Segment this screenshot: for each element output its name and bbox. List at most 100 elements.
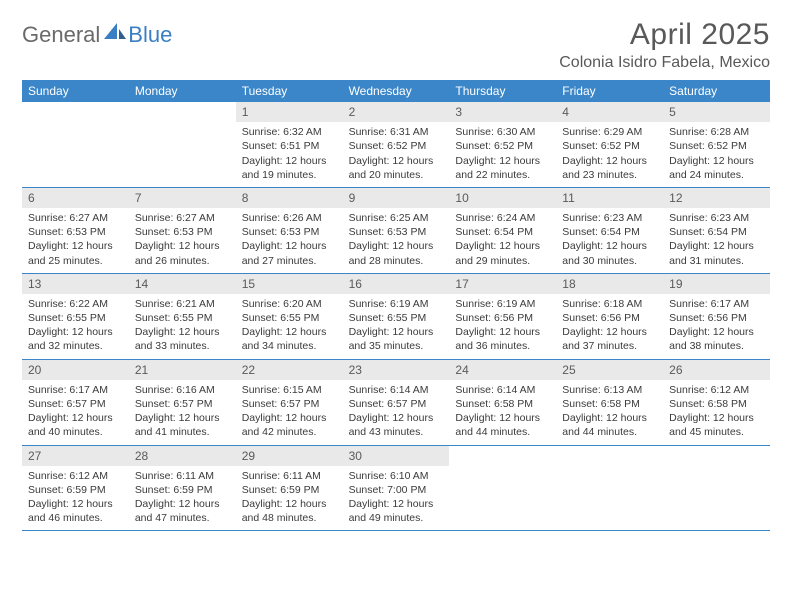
- sunset-line: Sunset: 6:59 PM: [135, 483, 230, 497]
- sunset-line: Sunset: 6:57 PM: [135, 397, 230, 411]
- sunset-line: Sunset: 6:53 PM: [349, 225, 444, 239]
- calendar-day: 6 Sunrise: 6:27 AMSunset: 6:53 PMDaylight…: [22, 188, 129, 273]
- title-block: April 2025 Colonia Isidro Fabela, Mexico: [559, 18, 770, 72]
- daylight-line: Daylight: 12 hours and 31 minutes.: [669, 239, 764, 267]
- logo-sail-icon: [104, 23, 126, 48]
- sunset-line: Sunset: 6:57 PM: [242, 397, 337, 411]
- day-number: 1: [236, 102, 343, 122]
- day-details: Sunrise: 6:26 AMSunset: 6:53 PMDaylight:…: [236, 208, 343, 273]
- sunset-line: Sunset: 6:57 PM: [28, 397, 123, 411]
- day-details: Sunrise: 6:10 AMSunset: 7:00 PMDaylight:…: [343, 466, 450, 531]
- calendar-day: 12Sunrise: 6:23 AMSunset: 6:54 PMDayligh…: [663, 188, 770, 273]
- calendar-day: 20Sunrise: 6:17 AMSunset: 6:57 PMDayligh…: [22, 360, 129, 445]
- calendar-week: 13Sunrise: 6:22 AMSunset: 6:55 PMDayligh…: [22, 274, 770, 360]
- day-number: 23: [343, 360, 450, 380]
- day-number: 29: [236, 446, 343, 466]
- calendar-day: 10Sunrise: 6:24 AMSunset: 6:54 PMDayligh…: [449, 188, 556, 273]
- day-number: 10: [449, 188, 556, 208]
- sunset-line: Sunset: 6:54 PM: [669, 225, 764, 239]
- daylight-line: Daylight: 12 hours and 38 minutes.: [669, 325, 764, 353]
- sunset-line: Sunset: 6:51 PM: [242, 139, 337, 153]
- day-number: 30: [343, 446, 450, 466]
- sunrise-line: Sunrise: 6:24 AM: [455, 211, 550, 225]
- calendar-day: 29Sunrise: 6:11 AMSunset: 6:59 PMDayligh…: [236, 446, 343, 531]
- day-number: 8: [236, 188, 343, 208]
- sunrise-line: Sunrise: 6:27 AM: [135, 211, 230, 225]
- day-details: Sunrise: 6:17 AMSunset: 6:56 PMDaylight:…: [663, 294, 770, 359]
- sunrise-line: Sunrise: 6:15 AM: [242, 383, 337, 397]
- day-number: 5: [663, 102, 770, 122]
- calendar-week: 001Sunrise: 6:32 AMSunset: 6:51 PMDaylig…: [22, 102, 770, 188]
- sunrise-line: Sunrise: 6:27 AM: [28, 211, 123, 225]
- logo: General Blue: [22, 22, 172, 48]
- sunset-line: Sunset: 6:52 PM: [349, 139, 444, 153]
- sunrise-line: Sunrise: 6:11 AM: [135, 469, 230, 483]
- logo-text-blue: Blue: [128, 22, 172, 48]
- day-details: Sunrise: 6:16 AMSunset: 6:57 PMDaylight:…: [129, 380, 236, 445]
- day-details: Sunrise: 6:14 AMSunset: 6:58 PMDaylight:…: [449, 380, 556, 445]
- sunrise-line: Sunrise: 6:16 AM: [135, 383, 230, 397]
- daylight-line: Daylight: 12 hours and 34 minutes.: [242, 325, 337, 353]
- sunset-line: Sunset: 6:59 PM: [28, 483, 123, 497]
- calendar-day: 11Sunrise: 6:23 AMSunset: 6:54 PMDayligh…: [556, 188, 663, 273]
- day-details: Sunrise: 6:28 AMSunset: 6:52 PMDaylight:…: [663, 122, 770, 187]
- sunset-line: Sunset: 6:55 PM: [28, 311, 123, 325]
- sunrise-line: Sunrise: 6:28 AM: [669, 125, 764, 139]
- day-number: 6: [22, 188, 129, 208]
- sunset-line: Sunset: 6:53 PM: [242, 225, 337, 239]
- location-label: Colonia Isidro Fabela, Mexico: [559, 54, 770, 72]
- calendar-day: 1Sunrise: 6:32 AMSunset: 6:51 PMDaylight…: [236, 102, 343, 187]
- calendar-day: 23Sunrise: 6:14 AMSunset: 6:57 PMDayligh…: [343, 360, 450, 445]
- calendar-day: 26Sunrise: 6:12 AMSunset: 6:58 PMDayligh…: [663, 360, 770, 445]
- day-number: 19: [663, 274, 770, 294]
- daylight-line: Daylight: 12 hours and 32 minutes.: [28, 325, 123, 353]
- daylight-line: Daylight: 12 hours and 45 minutes.: [669, 411, 764, 439]
- calendar-day: 19Sunrise: 6:17 AMSunset: 6:56 PMDayligh…: [663, 274, 770, 359]
- sunset-line: Sunset: 6:55 PM: [135, 311, 230, 325]
- calendar-day: 27Sunrise: 6:12 AMSunset: 6:59 PMDayligh…: [22, 446, 129, 531]
- day-details: Sunrise: 6:23 AMSunset: 6:54 PMDaylight:…: [556, 208, 663, 273]
- daylight-line: Daylight: 12 hours and 33 minutes.: [135, 325, 230, 353]
- daylight-line: Daylight: 12 hours and 49 minutes.: [349, 497, 444, 525]
- sunrise-line: Sunrise: 6:11 AM: [242, 469, 337, 483]
- sunrise-line: Sunrise: 6:13 AM: [562, 383, 657, 397]
- daylight-line: Daylight: 12 hours and 35 minutes.: [349, 325, 444, 353]
- daylight-line: Daylight: 12 hours and 44 minutes.: [455, 411, 550, 439]
- sunset-line: Sunset: 6:56 PM: [669, 311, 764, 325]
- sunset-line: Sunset: 6:54 PM: [455, 225, 550, 239]
- day-details: Sunrise: 6:22 AMSunset: 6:55 PMDaylight:…: [22, 294, 129, 359]
- sunset-line: Sunset: 6:55 PM: [242, 311, 337, 325]
- weekday-label: Friday: [556, 80, 663, 102]
- day-details: Sunrise: 6:15 AMSunset: 6:57 PMDaylight:…: [236, 380, 343, 445]
- weekday-label: Sunday: [22, 80, 129, 102]
- logo-text-general: General: [22, 22, 100, 48]
- weekday-label: Wednesday: [343, 80, 450, 102]
- day-number: 27: [22, 446, 129, 466]
- page-title: April 2025: [559, 18, 770, 52]
- calendar-day: 21Sunrise: 6:16 AMSunset: 6:57 PMDayligh…: [129, 360, 236, 445]
- calendar-day: 0: [22, 102, 129, 187]
- sunset-line: Sunset: 6:56 PM: [562, 311, 657, 325]
- sunrise-line: Sunrise: 6:17 AM: [669, 297, 764, 311]
- day-details: Sunrise: 6:19 AMSunset: 6:56 PMDaylight:…: [449, 294, 556, 359]
- calendar-day: 2Sunrise: 6:31 AMSunset: 6:52 PMDaylight…: [343, 102, 450, 187]
- day-number: 15: [236, 274, 343, 294]
- sunset-line: Sunset: 6:56 PM: [455, 311, 550, 325]
- day-details: Sunrise: 6:14 AMSunset: 6:57 PMDaylight:…: [343, 380, 450, 445]
- sunrise-line: Sunrise: 6:17 AM: [28, 383, 123, 397]
- day-details: Sunrise: 6:11 AMSunset: 6:59 PMDaylight:…: [129, 466, 236, 531]
- day-details: Sunrise: 6:20 AMSunset: 6:55 PMDaylight:…: [236, 294, 343, 359]
- calendar-day: 4Sunrise: 6:29 AMSunset: 6:52 PMDaylight…: [556, 102, 663, 187]
- day-details: Sunrise: 6:12 AMSunset: 6:59 PMDaylight:…: [22, 466, 129, 531]
- header: General Blue April 2025 Colonia Isidro F…: [22, 18, 770, 72]
- daylight-line: Daylight: 12 hours and 25 minutes.: [28, 239, 123, 267]
- daylight-line: Daylight: 12 hours and 27 minutes.: [242, 239, 337, 267]
- sunset-line: Sunset: 7:00 PM: [349, 483, 444, 497]
- day-number: 20: [22, 360, 129, 380]
- calendar-day: 0: [129, 102, 236, 187]
- sunset-line: Sunset: 6:53 PM: [28, 225, 123, 239]
- daylight-line: Daylight: 12 hours and 36 minutes.: [455, 325, 550, 353]
- day-number: 17: [449, 274, 556, 294]
- calendar-day: 7Sunrise: 6:27 AMSunset: 6:53 PMDaylight…: [129, 188, 236, 273]
- calendar-day: 30Sunrise: 6:10 AMSunset: 7:00 PMDayligh…: [343, 446, 450, 531]
